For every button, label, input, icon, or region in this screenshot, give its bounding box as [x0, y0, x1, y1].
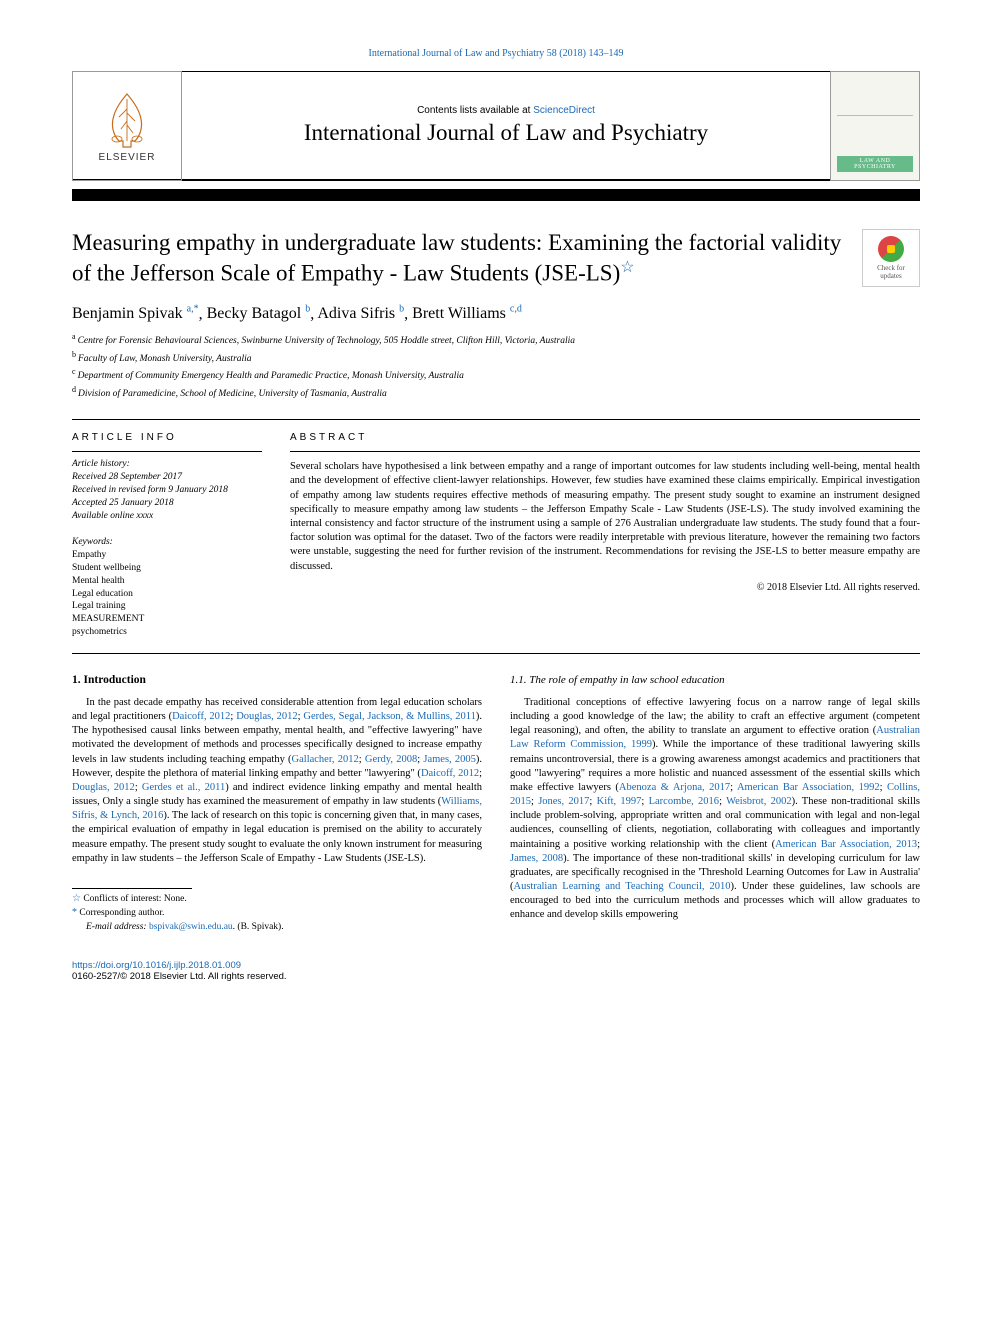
keyword: MEASUREMENT — [72, 613, 262, 626]
footnote-email-label: E-mail address: — [86, 922, 147, 932]
affiliations: aCentre for Forensic Behavioural Science… — [72, 331, 920, 401]
citation-link[interactable]: James, 2008 — [510, 853, 563, 864]
keyword: psychometrics — [72, 626, 262, 639]
abstract-copyright: © 2018 Elsevier Ltd. All rights reserved… — [290, 582, 920, 593]
author: Brett Williams c,d — [412, 305, 522, 322]
citation-link[interactable]: Gallacher, 2012 — [292, 754, 359, 765]
footnote-asterisk-icon: * — [72, 907, 77, 918]
footnote-conflicts: Conflicts of interest: None. — [83, 894, 186, 904]
elsevier-logo: ELSEVIER — [72, 71, 182, 181]
affiliation: dDivision of Paramedicine, School of Med… — [72, 384, 920, 401]
citation-link[interactable]: Kift, 1997 — [597, 796, 642, 807]
body-columns: 1. Introduction In the past decade empat… — [72, 674, 920, 934]
article-title: Measuring empathy in undergraduate law s… — [72, 229, 862, 288]
keyword: Legal training — [72, 600, 262, 613]
check-line2: updates — [880, 272, 901, 280]
citation-link[interactable]: James, 2005 — [423, 754, 476, 765]
citation-link[interactable]: Larcombe, 2016 — [649, 796, 719, 807]
check-line1: Check for — [877, 264, 905, 272]
citation-link[interactable]: Jones, 2017 — [538, 796, 589, 807]
sciencedirect-link[interactable]: ScienceDirect — [533, 105, 595, 116]
keywords-block: Keywords: Empathy Student wellbeing Ment… — [72, 536, 262, 639]
cover-badge: LAW AND PSYCHIATRY — [837, 156, 913, 172]
contents-text: Contents lists available at — [417, 105, 533, 116]
journal-cover-thumb: LAW AND PSYCHIATRY — [830, 71, 920, 181]
citation-link[interactable]: Weisbrot, 2002 — [726, 796, 792, 807]
history-line: Accepted 25 January 2018 — [72, 497, 262, 510]
history-line: Received 28 September 2017 — [72, 471, 262, 484]
footnote-star-icon: ☆ — [72, 893, 81, 904]
keyword: Empathy — [72, 549, 262, 562]
keyword: Mental health — [72, 575, 262, 588]
citation-link[interactable]: Abenoza & Arjona, 2017 — [619, 782, 730, 793]
abstract-text: Several scholars have hypothesised a lin… — [290, 460, 920, 573]
check-updates-badge[interactable]: Check for updates — [862, 229, 920, 287]
contents-line: Contents lists available at ScienceDirec… — [182, 105, 830, 116]
body-paragraph: Traditional conceptions of effective law… — [510, 696, 920, 923]
footnote-corresponding: Corresponding author. — [79, 908, 164, 918]
history-line: Available online xxxx — [72, 510, 262, 523]
body-paragraph: In the past decade empathy has received … — [72, 696, 482, 866]
black-bar — [72, 189, 920, 201]
affiliation: cDepartment of Community Emergency Healt… — [72, 366, 920, 383]
title-footnote-star[interactable]: ☆ — [620, 259, 634, 276]
author: Benjamin Spivak a,* — [72, 305, 199, 322]
footnote-email-suffix: . (B. Spivak). — [233, 922, 284, 932]
keyword: Student wellbeing — [72, 562, 262, 575]
abstract-label: ABSTRACT — [290, 432, 920, 443]
citation-link[interactable]: Gerdy, 2008 — [365, 754, 417, 765]
top-citation-link[interactable]: International Journal of Law and Psychia… — [369, 48, 624, 59]
author-sup[interactable]: b — [305, 304, 310, 315]
divider — [72, 653, 920, 654]
article-info-label: ARTICLE INFO — [72, 432, 262, 443]
citation-link[interactable]: American Bar Association, 2013 — [775, 839, 917, 850]
affiliation: aCentre for Forensic Behavioural Science… — [72, 331, 920, 348]
citation-link[interactable]: Gerdes, Segal, Jackson, & Mullins, 2011 — [303, 711, 475, 722]
crossmark-icon — [878, 236, 904, 262]
elsevier-tree-icon — [101, 89, 153, 149]
article-history: Article history: Received 28 September 2… — [72, 458, 262, 522]
article-title-text: Measuring empathy in undergraduate law s… — [72, 230, 841, 285]
history-line: Received in revised form 9 January 2018 — [72, 484, 262, 497]
footnote-email-link[interactable]: bspivak@swin.edu.au — [149, 922, 233, 932]
author-sup[interactable]: b — [399, 304, 404, 315]
citation-link[interactable]: American Bar Association, 1992 — [737, 782, 880, 793]
issn-line: 0160-2527/© 2018 Elsevier Ltd. All right… — [72, 971, 920, 982]
footnotes: ☆ Conflicts of interest: None. * Corresp… — [72, 892, 482, 934]
abstract-rule — [290, 451, 920, 452]
affiliation: bFaculty of Law, Monash University, Aust… — [72, 349, 920, 366]
author-list: Benjamin Spivak a,*, Becky Batagol b, Ad… — [72, 304, 920, 323]
info-rule — [72, 451, 262, 452]
journal-title: International Journal of Law and Psychia… — [182, 120, 830, 146]
doi-link[interactable]: https://doi.org/10.1016/j.ijlp.2018.01.0… — [72, 960, 241, 971]
author: Becky Batagol b — [207, 305, 311, 322]
subsection-heading: 1.1. The role of empathy in law school e… — [510, 674, 920, 686]
citation-link[interactable]: Australian Learning and Teaching Council… — [514, 881, 731, 892]
citation-link[interactable]: Douglas, 2012 — [72, 782, 135, 793]
top-citation: International Journal of Law and Psychia… — [72, 48, 920, 59]
history-head: Article history: — [72, 458, 262, 471]
page-footer: https://doi.org/10.1016/j.ijlp.2018.01.0… — [72, 960, 920, 982]
keywords-head: Keywords: — [72, 536, 262, 549]
author-sup[interactable]: a,* — [187, 304, 199, 315]
citation-link[interactable]: Douglas, 2012 — [236, 711, 297, 722]
divider — [72, 419, 920, 420]
citation-link[interactable]: Daicoff, 2012 — [172, 711, 230, 722]
section-heading: 1. Introduction — [72, 674, 482, 686]
citation-link[interactable]: Daicoff, 2012 — [421, 768, 479, 779]
elsevier-label: ELSEVIER — [99, 152, 156, 163]
masthead: ELSEVIER Contents lists available at Sci… — [72, 71, 920, 181]
author-sup[interactable]: c,d — [510, 304, 522, 315]
keyword: Legal education — [72, 588, 262, 601]
citation-link[interactable]: Gerdes et al., 2011 — [142, 782, 225, 793]
author: Adiva Sifris b — [317, 305, 404, 322]
